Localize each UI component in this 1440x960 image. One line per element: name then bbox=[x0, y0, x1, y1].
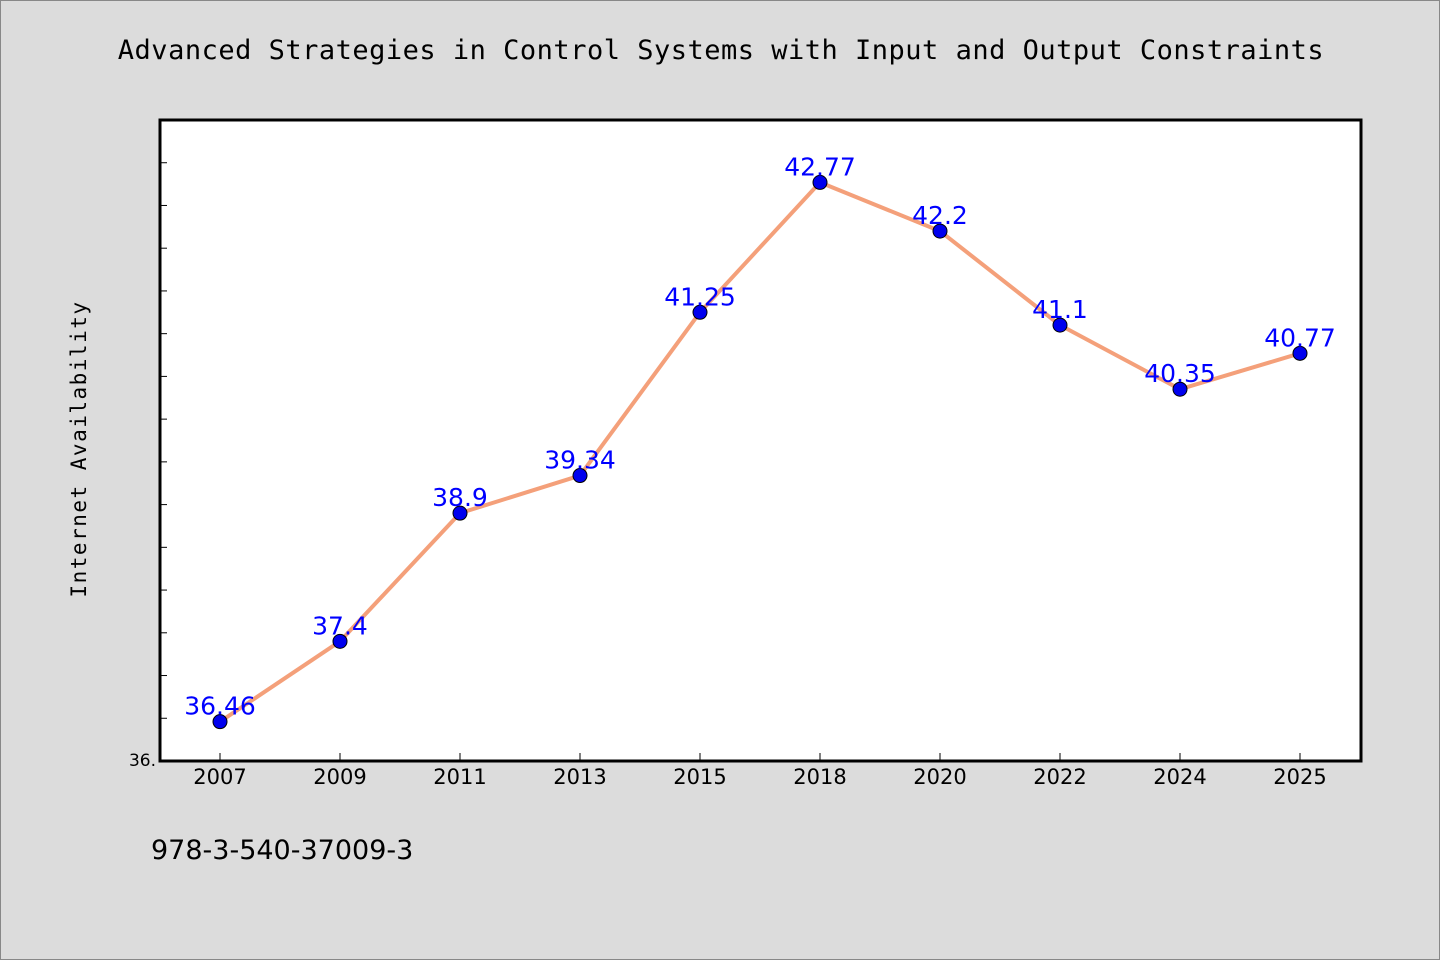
data-label: 39.34 bbox=[544, 446, 616, 475]
isbn-text: 978-3-540-37009-3 bbox=[151, 835, 414, 866]
data-label: 38.9 bbox=[432, 483, 488, 512]
x-tick-label: 2009 bbox=[313, 765, 366, 789]
data-point bbox=[1172, 381, 1188, 397]
data-series: 36.46 37.4 38.9 39.34 41.25 42.77 42.2 41.1 40.3… bbox=[184, 152, 1336, 730]
data-label: 40.35 bbox=[1144, 359, 1216, 388]
data-point bbox=[572, 468, 588, 484]
x-tick-label: 2015 bbox=[673, 765, 726, 789]
data-label: 37.4 bbox=[312, 611, 368, 640]
chart-title: Advanced Strategies in Control Systems w… bbox=[117, 35, 1325, 66]
x-tick-label: 2025 bbox=[1273, 765, 1326, 789]
x-tick-label: 2011 bbox=[433, 765, 486, 789]
data-label: 40.77 bbox=[1264, 323, 1336, 352]
data-point bbox=[332, 633, 348, 649]
data-point bbox=[932, 223, 948, 239]
x-tick-label: 2018 bbox=[793, 765, 846, 789]
y-tick-label: 36. bbox=[129, 751, 156, 771]
series-line bbox=[218, 180, 1302, 724]
x-tick-label: 2013 bbox=[553, 765, 606, 789]
data-label: 42.2 bbox=[912, 201, 968, 230]
data-label: 42.77 bbox=[784, 152, 856, 181]
data-label: 36.46 bbox=[184, 692, 256, 721]
x-tick-label: 2020 bbox=[913, 765, 966, 789]
data-point bbox=[1052, 317, 1068, 333]
x-tick-label: 2024 bbox=[1153, 765, 1206, 789]
data-point bbox=[1292, 345, 1308, 361]
data-point bbox=[452, 505, 468, 521]
data-label: 41.1 bbox=[1032, 295, 1088, 324]
plot-frame bbox=[158, 118, 1363, 763]
data-point bbox=[812, 174, 828, 190]
data-point bbox=[212, 714, 228, 730]
data-point bbox=[692, 304, 708, 320]
plot-area bbox=[160, 120, 1361, 761]
x-axis-ticks: 2007 2009 2011 2013 2015 2018 2020 2022 2024 2025 bbox=[193, 753, 1327, 789]
x-tick-label: 2007 bbox=[193, 765, 246, 789]
x-tick-label: 2022 bbox=[1033, 765, 1086, 789]
data-label: 41.25 bbox=[664, 282, 736, 311]
